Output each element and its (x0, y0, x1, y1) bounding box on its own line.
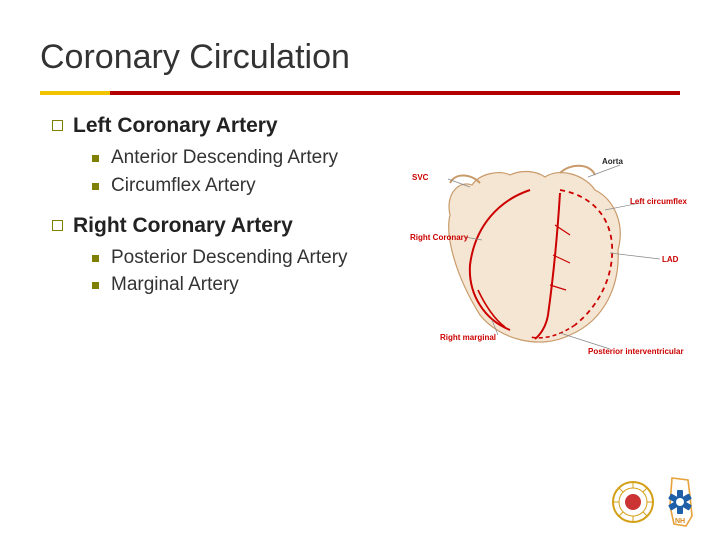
l1-heading: Right Coronary Artery (73, 213, 293, 239)
l1-heading: Left Coronary Artery (73, 113, 278, 139)
bullet-filled-icon (92, 155, 99, 162)
bullet-open-icon (52, 120, 63, 131)
underline-yellow (40, 91, 110, 95)
diagram-label-lad: LAD (662, 255, 678, 264)
bullet-filled-icon (92, 255, 99, 262)
seal-logo-icon (612, 481, 654, 523)
bullet-l2: Anterior Descending Artery (92, 145, 380, 171)
diagram-label-right-marginal: Right marginal (440, 333, 496, 342)
page-title: Coronary Circulation (40, 38, 720, 77)
bullet-open-icon (52, 220, 63, 231)
diagram-label-svc: SVC (412, 173, 428, 182)
bullet-l1: Left Coronary Artery (52, 113, 380, 139)
content-body: Left Coronary Artery Anterior Descending… (0, 95, 380, 298)
bullet-l2: Circumflex Artery (92, 173, 380, 199)
diagram-label-right-coronary: Right Coronary (410, 233, 468, 242)
underline-red (110, 91, 680, 95)
diagram-label-posterior-iv: Posterior interventricular (588, 347, 684, 356)
heart-diagram: Aorta SVC Right Coronary Right marginal … (410, 155, 700, 365)
logo-row: NH (612, 476, 700, 528)
l2-item: Posterior Descending Artery (111, 245, 348, 271)
ems-logo-text: NH (675, 518, 685, 525)
l2-item: Circumflex Artery (111, 173, 256, 199)
diagram-label-aorta: Aorta (602, 157, 623, 166)
bullet-filled-icon (92, 183, 99, 190)
bullet-l2: Marginal Artery (92, 272, 380, 298)
diagram-label-left-circumflex: Left circumflex (630, 197, 687, 206)
l2-item: Marginal Artery (111, 272, 239, 298)
l2-item: Anterior Descending Artery (111, 145, 338, 171)
title-underline (40, 91, 680, 95)
bullet-l2: Posterior Descending Artery (92, 245, 380, 271)
bullet-filled-icon (92, 282, 99, 289)
bullet-l1: Right Coronary Artery (52, 213, 380, 239)
ems-logo-icon: NH (660, 476, 700, 528)
